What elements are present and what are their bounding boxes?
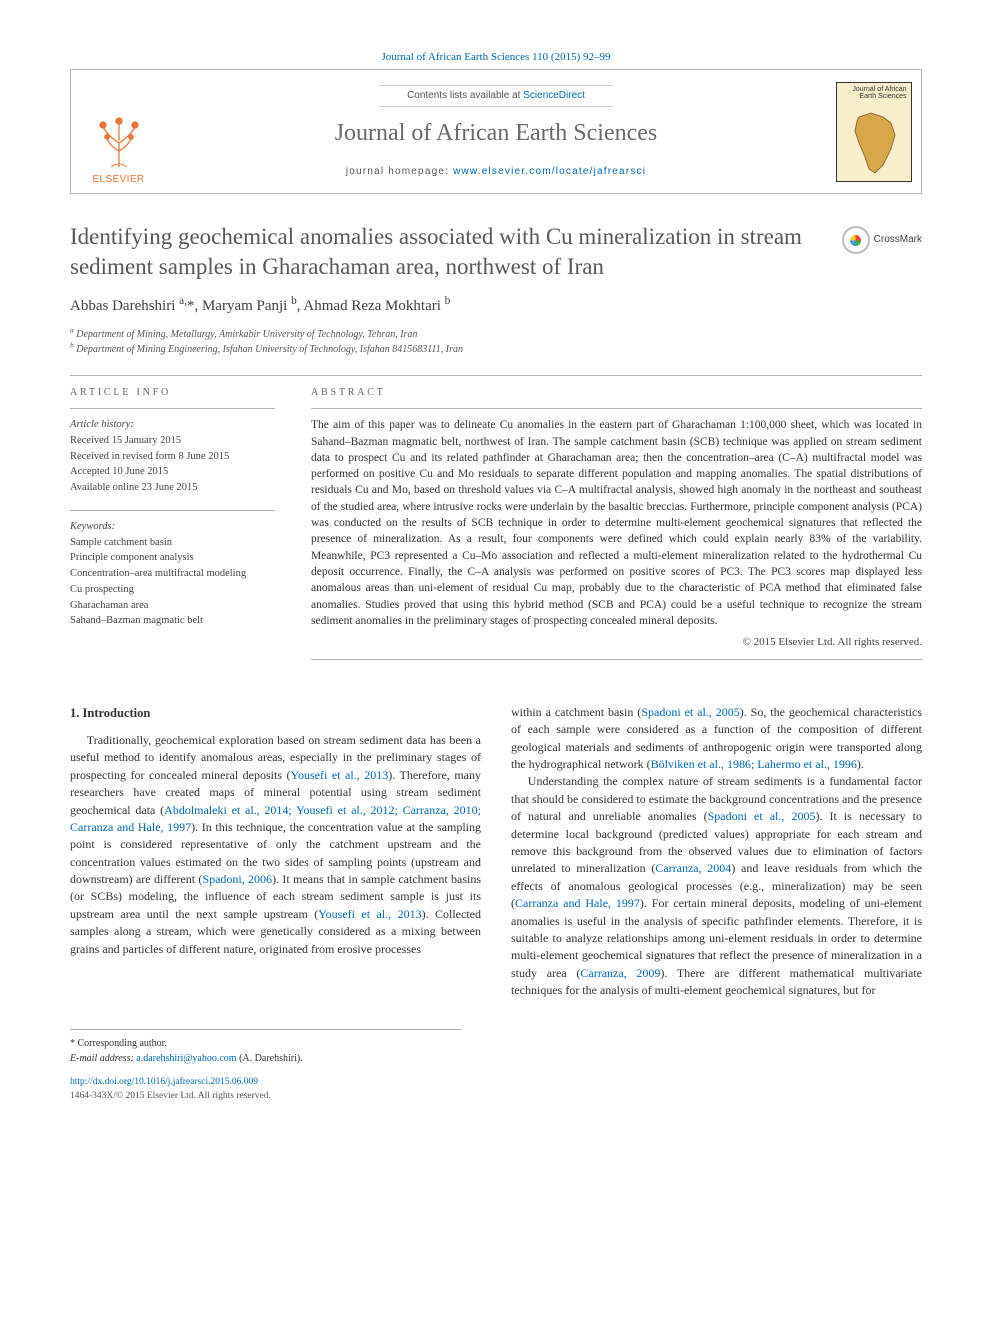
body-paragraph: Understanding the complex nature of stre… <box>511 773 922 999</box>
doi-link[interactable]: http://dx.doi.org/10.1016/j.jafrearsci.2… <box>70 1077 258 1087</box>
history-online: Available online 23 June 2015 <box>70 480 275 496</box>
body-paragraph: within a catchment basin (Spadoni et al.… <box>511 704 922 774</box>
sciencedirect-link[interactable]: ScienceDirect <box>523 90 585 101</box>
affiliation-b: Department of Mining Engineering, Isfaha… <box>76 344 463 355</box>
author-list: Abbas Darehshiri a,*, Maryam Panji b, Ah… <box>70 296 922 317</box>
publisher-logo-cell: ELSEVIER <box>71 70 166 193</box>
body-paragraph: Traditionally, geochemical exploration b… <box>70 732 481 958</box>
contents-prefix: Contents lists available at <box>407 90 523 101</box>
header-citation[interactable]: Journal of African Earth Sciences 110 (2… <box>70 50 922 65</box>
cover-title-line1: Journal of African <box>841 86 907 93</box>
keyword: Sahand–Bazman magmatic belt <box>70 613 275 629</box>
author: Ahmad Reza Mokhtari b <box>303 298 450 314</box>
divider <box>70 375 922 376</box>
divider <box>70 408 275 409</box>
cover-cell: Journal of African Earth Sciences <box>826 70 921 193</box>
section-number: 1. <box>70 706 79 720</box>
header-center: Contents lists available at ScienceDirec… <box>166 70 826 193</box>
crossmark-badge[interactable]: CrossMark <box>842 226 922 254</box>
article-title: Identifying geochemical anomalies associ… <box>70 222 830 282</box>
history-accepted: Accepted 10 June 2015 <box>70 464 275 480</box>
contents-available-line: Contents lists available at ScienceDirec… <box>379 85 613 107</box>
history-received: Received 15 January 2015 <box>70 433 275 449</box>
abstract-copyright: © 2015 Elsevier Ltd. All rights reserved… <box>311 635 922 650</box>
abstract-text: The aim of this paper was to delineate C… <box>311 417 922 629</box>
history-label: Article history: <box>70 417 275 433</box>
keywords-label: Keywords: <box>70 519 275 535</box>
section-title: Introduction <box>83 706 151 720</box>
elsevier-tree-icon <box>89 111 149 171</box>
publisher-label: ELSEVIER <box>92 173 144 187</box>
divider <box>70 510 275 511</box>
page-footer: http://dx.doi.org/10.1016/j.jafrearsci.2… <box>70 1076 922 1103</box>
keyword: Cu prospecting <box>70 582 275 598</box>
crossmark-icon <box>842 226 870 254</box>
issn-copyright: 1464-343X/© 2015 Elsevier Ltd. All right… <box>70 1090 922 1103</box>
body-column-right: within a catchment basin (Spadoni et al.… <box>511 704 922 1000</box>
cover-title-line2: Earth Sciences <box>841 93 907 100</box>
section-heading: 1. Introduction <box>70 704 481 722</box>
homepage-prefix: journal homepage: <box>346 166 453 177</box>
keyword: Concentration–area multifractal modeling <box>70 566 275 582</box>
crossmark-label: CrossMark <box>874 233 922 247</box>
body-column-left: 1. Introduction Traditionally, geochemic… <box>70 704 481 1000</box>
author: Maryam Panji b <box>202 298 297 314</box>
divider <box>311 408 922 409</box>
corresponding-author-note: * Corresponding author. <box>70 1036 462 1051</box>
affiliation-list: a Department of Mining, Metallurgy, Amir… <box>70 327 922 357</box>
keyword: Principle component analysis <box>70 550 275 566</box>
keyword: Sample catchment basin <box>70 535 275 551</box>
article-info-heading: ARTICLE INFO <box>70 386 275 400</box>
email-owner: (A. Darehshiri). <box>239 1053 303 1064</box>
email-label: E-mail address: <box>70 1053 134 1064</box>
affiliation-a: Department of Mining, Metallurgy, Amirka… <box>76 329 417 340</box>
author: Abbas Darehshiri a,* <box>70 298 194 314</box>
journal-homepage-link[interactable]: www.elsevier.com/locate/jafrearsci <box>453 166 646 177</box>
footnotes: * Corresponding author. E-mail address: … <box>70 1029 462 1066</box>
corresponding-email-link[interactable]: a.darehshiri@yahoo.com <box>136 1053 236 1064</box>
history-revised: Received in revised form 8 June 2015 <box>70 449 275 465</box>
journal-name: Journal of African Earth Sciences <box>335 117 658 151</box>
journal-header-box: ELSEVIER Contents lists available at Sci… <box>70 69 922 194</box>
journal-homepage-line: journal homepage: www.elsevier.com/locat… <box>346 165 646 179</box>
abstract-heading: ABSTRACT <box>311 386 922 400</box>
keyword: Gharachaman area <box>70 598 275 614</box>
divider <box>311 659 922 660</box>
journal-cover-thumb: Journal of African Earth Sciences <box>836 82 912 182</box>
